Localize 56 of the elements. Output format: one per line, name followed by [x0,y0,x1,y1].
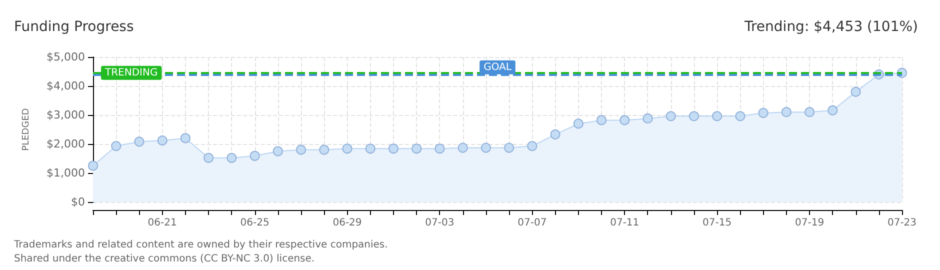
text: Trademarks and related content are owned by their respective companies. [13,240,388,250]
point [712,111,722,122]
point [342,144,352,154]
point [504,142,514,153]
point [550,129,560,140]
point [828,105,838,116]
x-tick-label: 07-07 [518,218,547,228]
point [388,144,398,154]
point [157,136,168,146]
point [758,108,768,118]
chart-title: Funding Progress [14,19,134,35]
point [88,160,98,171]
y-axis-title: PLEDGED [22,108,32,151]
point [204,152,214,163]
x-tick-label: 07-23 [887,218,917,228]
point [735,111,746,122]
point [272,146,283,156]
y-tick-label: $0 [71,196,85,208]
point [480,142,491,153]
point [804,107,815,118]
x-tick-label: 07-19 [795,218,824,228]
point [666,111,676,122]
ref-line-label: TRENDING [104,67,158,78]
x-tick-label: 07-11 [610,218,640,228]
point [573,118,584,129]
point [412,144,422,154]
point [434,144,445,154]
y-tick-label: $3,000 [46,108,85,122]
point [319,144,330,155]
y-tick-label: $1,000 [46,166,85,180]
point [111,141,122,152]
x-tick-label: 06-21 [148,218,177,228]
point [134,136,144,147]
x-tick-label: 06-29 [332,218,362,228]
point [226,152,237,163]
ref-line-label: GOAL [484,62,512,73]
point [296,144,306,155]
point [620,115,630,126]
point [850,86,861,97]
x-tick-label: 07-15 [702,218,732,228]
point [527,141,538,152]
point [781,107,792,118]
text: Trending: $4,453 (101%) [743,19,918,35]
point [688,111,699,122]
y-tick-label: $5,000 [46,50,85,64]
y-tick-label: $2,000 [46,138,85,150]
x-tick-label: 07-03 [425,218,454,228]
point [458,142,468,153]
point [596,115,607,126]
point [250,150,260,161]
point [642,113,653,124]
text: Shared under the creative commons (CC BY-NC 3.0) license. [14,254,315,264]
x-tick-label: 06-25 [240,218,270,228]
point [365,144,376,154]
point [180,133,190,144]
y-tick-label: $4,000 [46,80,85,92]
